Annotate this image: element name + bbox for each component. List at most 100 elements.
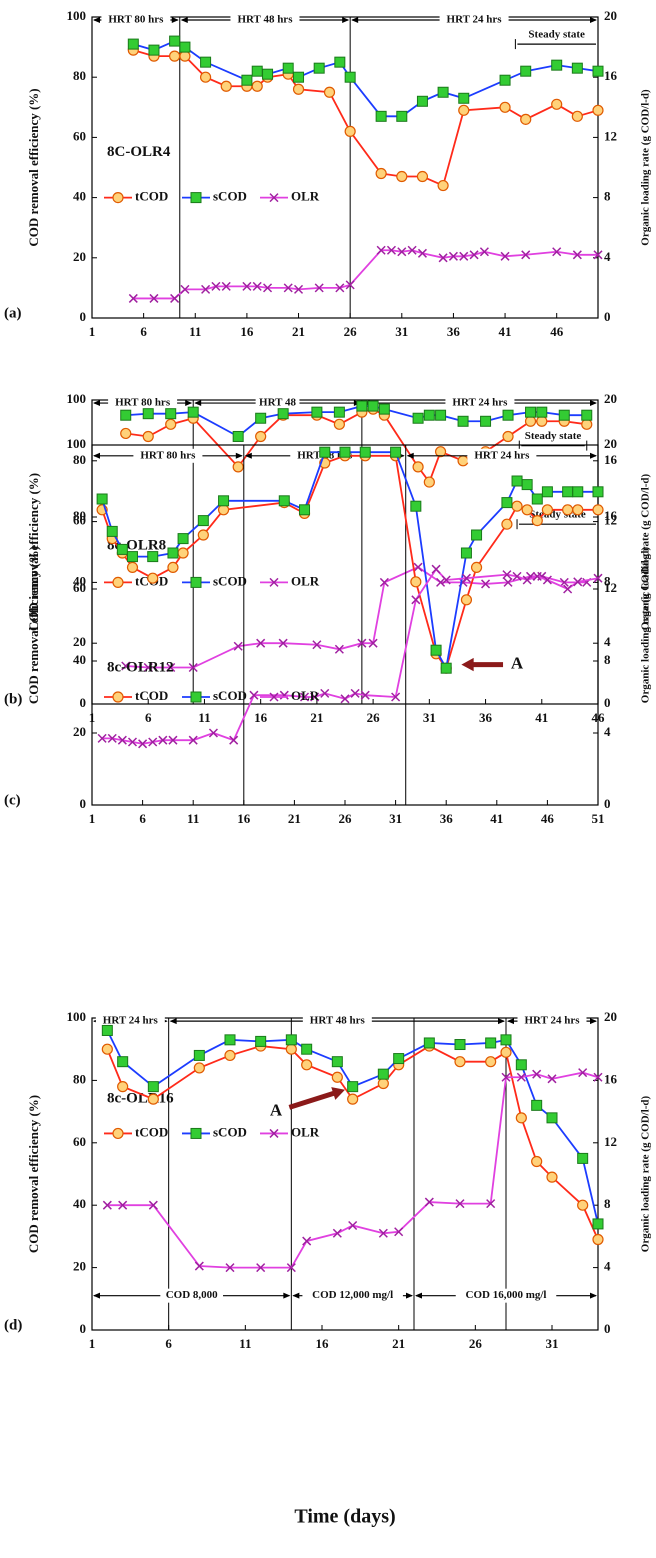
marker: [503, 410, 513, 420]
panel-label: (c): [4, 792, 21, 808]
marker: [502, 519, 512, 529]
marker: [194, 1050, 204, 1060]
marker: [593, 487, 603, 497]
arrow-head: [507, 1018, 514, 1024]
y2-tick-label: 8: [604, 189, 611, 204]
marker: [188, 407, 198, 417]
marker: [148, 573, 158, 583]
marker: [286, 1044, 296, 1054]
marker: [201, 72, 211, 82]
y-tick-label: 100: [67, 1009, 87, 1024]
legend-label: tCOD: [135, 688, 168, 703]
marker: [97, 494, 107, 504]
marker: [233, 431, 243, 441]
x-tick-label: 36: [440, 811, 454, 826]
y-tick-label: 40: [73, 1196, 86, 1211]
marker: [501, 1047, 511, 1057]
marker: [414, 563, 422, 571]
marker: [411, 577, 421, 587]
marker: [128, 39, 138, 49]
marker: [512, 476, 522, 486]
marker: [320, 447, 330, 457]
marker: [325, 87, 335, 97]
series-group-label: 8C-OLR4: [107, 144, 171, 160]
marker: [345, 126, 355, 136]
phase-label: HRT 24 hrs: [447, 14, 503, 26]
arrow-head: [93, 400, 100, 406]
marker: [502, 498, 512, 508]
phase-label: COD 16,000 mg/l: [466, 1289, 547, 1301]
y-axis-title: COD removal efficiency (%): [26, 546, 41, 704]
y-tick-label: 100: [67, 8, 87, 23]
marker: [376, 111, 386, 121]
annotation-text: A: [270, 1101, 283, 1120]
figure: Time (days) 0204060801000481216201611162…: [0, 0, 656, 1558]
marker: [230, 736, 238, 744]
marker: [360, 447, 370, 457]
panel-label: (a): [4, 305, 22, 321]
arrow-head: [461, 658, 473, 671]
marker: [166, 409, 176, 419]
arrow-head: [93, 453, 100, 459]
x-tick-label: 16: [237, 811, 251, 826]
marker: [148, 1094, 158, 1104]
y2-tick-label: 4: [604, 634, 611, 649]
marker: [286, 1035, 296, 1045]
y2-tick-label: 0: [604, 309, 611, 324]
x-tick-label: 31: [546, 1336, 559, 1351]
marker: [113, 692, 123, 702]
legend-label: sCOD: [213, 688, 247, 703]
marker: [201, 57, 211, 67]
x-tick-label: 11: [198, 710, 210, 725]
x-tick-label: 26: [344, 324, 358, 339]
marker: [521, 114, 531, 124]
phase-label: HRT 80 hrs: [115, 397, 171, 409]
x-tick-label: 31: [395, 324, 408, 339]
marker: [459, 93, 469, 103]
marker: [378, 1069, 388, 1079]
x-tick-label: 6: [140, 324, 147, 339]
marker: [127, 552, 137, 562]
y-tick-label: 80: [73, 452, 86, 467]
arrow-head: [236, 453, 243, 459]
x-tick-label: 21: [288, 811, 301, 826]
marker: [102, 1044, 112, 1054]
marker: [532, 494, 542, 504]
y-tick-label: 0: [80, 695, 87, 710]
x-tick-label: 31: [423, 710, 436, 725]
x-tick-label: 26: [469, 1336, 483, 1351]
marker: [413, 462, 423, 472]
phase-label: HRT 24 hrs: [103, 1015, 159, 1027]
marker: [542, 505, 552, 515]
marker: [500, 75, 510, 85]
y-tick-label: 80: [73, 68, 86, 83]
marker: [225, 1035, 235, 1045]
phase-label: Steady state: [528, 29, 585, 41]
phase-label: COD 8,000: [166, 1289, 218, 1301]
y2-tick-label: 16: [604, 452, 618, 467]
marker: [178, 534, 188, 544]
marker: [413, 413, 423, 423]
y2-axis-title: Organic loading rate (g COD/l-d): [640, 546, 652, 703]
marker: [563, 487, 573, 497]
x-tick-label: 1: [89, 324, 96, 339]
y2-axis-title: Organic loading rate (g COD/l-d): [640, 1095, 652, 1252]
x-tick-label: 36: [447, 324, 461, 339]
marker: [263, 69, 273, 79]
marker: [113, 1128, 123, 1138]
x-tick-label: 21: [292, 324, 305, 339]
x-tick-label: 26: [367, 710, 381, 725]
marker: [552, 60, 562, 70]
arrow-head: [498, 1018, 505, 1024]
marker: [532, 516, 542, 526]
x-tick-label: 36: [479, 710, 493, 725]
legend-label: OLR: [291, 1124, 320, 1139]
x-tick-label: 46: [550, 324, 564, 339]
phase-label: Steady state: [525, 430, 582, 442]
marker: [417, 172, 427, 182]
arrow-head: [590, 1018, 597, 1024]
y2-tick-label: 12: [604, 128, 617, 143]
x-tick-label: 21: [310, 710, 323, 725]
marker: [563, 505, 573, 515]
legend-label: OLR: [291, 189, 320, 204]
